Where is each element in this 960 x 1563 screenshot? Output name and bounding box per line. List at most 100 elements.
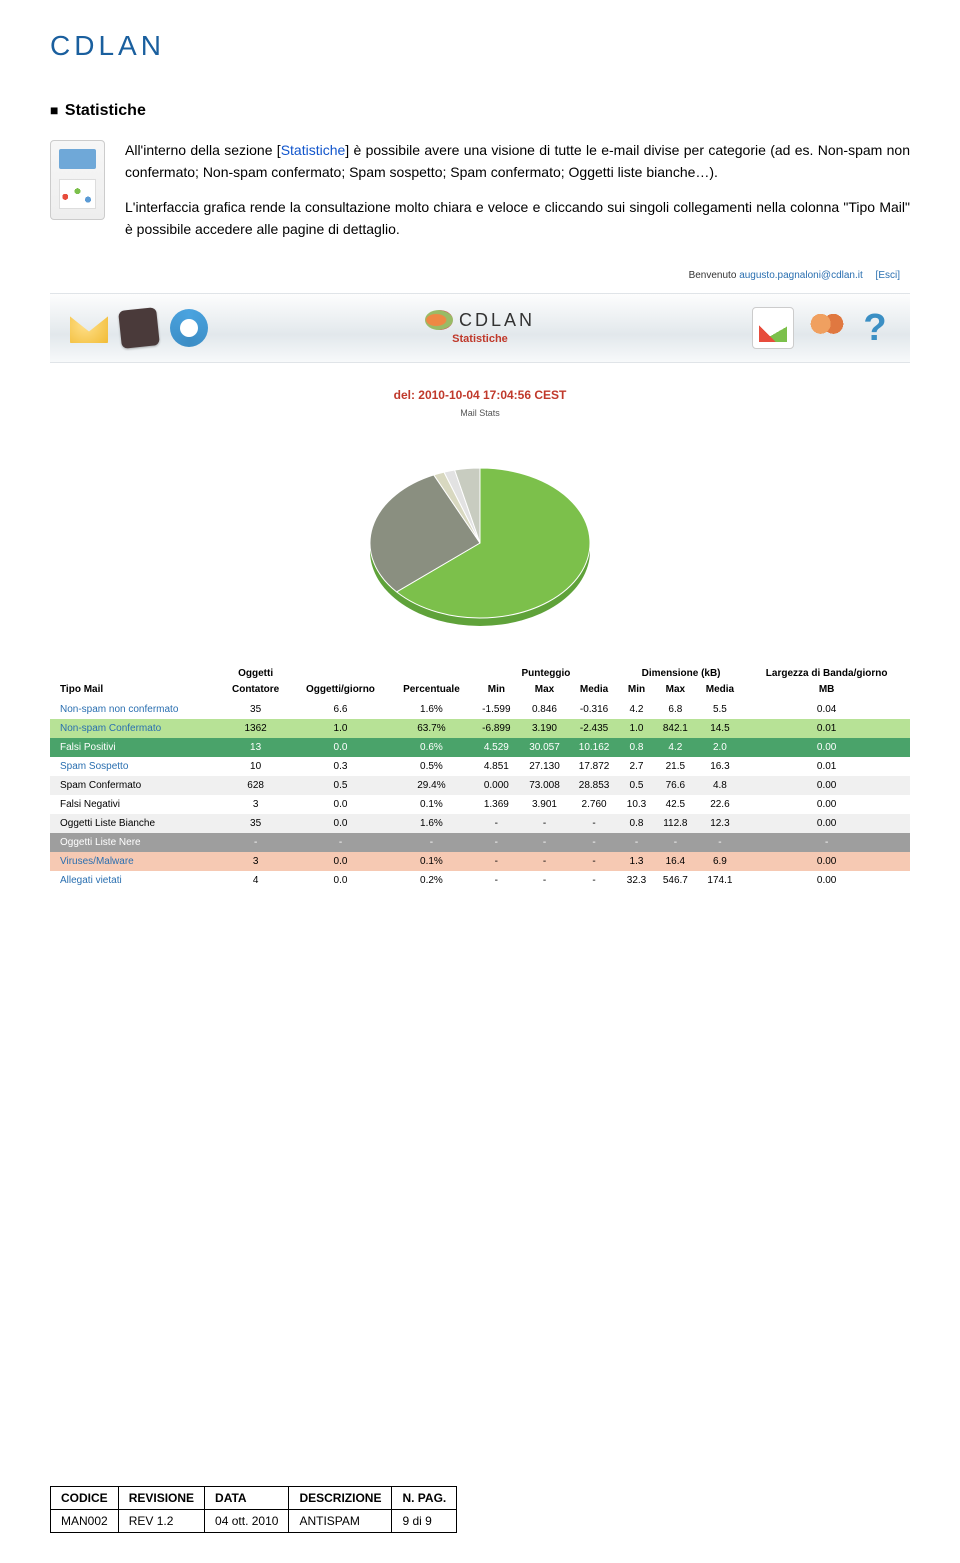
group-header	[50, 663, 220, 679]
column-header: Max	[520, 679, 570, 700]
table-cell: 0.00	[743, 776, 910, 795]
footer-body-row: MAN002REV 1.204 ott. 2010ANTISPAM9 di 9	[51, 1510, 457, 1533]
table-cell: 17.872	[569, 757, 619, 776]
table-cell: -	[654, 833, 696, 852]
table-cell: 3.901	[520, 795, 570, 814]
table-cell: 0.0	[291, 871, 390, 890]
user-email[interactable]: augusto.pagnaloni@cdlan.it	[739, 270, 863, 281]
table-row: Spam Sospetto100.30.5%4.85127.13017.8722…	[50, 757, 910, 776]
intro-text: All'interno della sezione [Statistiche] …	[125, 140, 910, 241]
statistiche-link[interactable]: Statistiche	[281, 142, 346, 158]
table-cell: 0.0	[291, 852, 390, 871]
intro-frag-a: All'interno della sezione [	[125, 142, 281, 158]
footer-header: N. PAG.	[392, 1487, 457, 1510]
table-cell: 30.057	[520, 738, 570, 757]
table-cell: 10.3	[619, 795, 654, 814]
table-cell: -	[569, 814, 619, 833]
table-cell: 16.4	[654, 852, 696, 871]
table-row: Allegati vietati40.00.2%---32.3546.7174.…	[50, 871, 910, 890]
table-cell: 0.00	[743, 738, 910, 757]
table-cell: 6.8	[654, 700, 696, 719]
table-cell: -	[697, 833, 744, 852]
embedded-screenshot: Benvenuto augusto.pagnaloni@cdlan.it [Es…	[50, 266, 910, 890]
table-cell: 63.7%	[390, 719, 473, 738]
table-cell: 4.529	[473, 738, 520, 757]
table-cell: 21.5	[654, 757, 696, 776]
table-cell: 0.00	[743, 852, 910, 871]
mail-icon[interactable]	[70, 309, 108, 347]
group-header: Punteggio	[473, 663, 619, 679]
welcome-label: Benvenuto	[689, 270, 737, 281]
table-cell: 27.130	[520, 757, 570, 776]
table-cell: -	[520, 833, 570, 852]
footer-header: CODICE	[51, 1487, 119, 1510]
table-cell: 628	[220, 776, 291, 795]
table-cell: 174.1	[697, 871, 744, 890]
table-cell: -	[473, 814, 520, 833]
report-date: del: 2010-10-04 17:04:56 CEST	[50, 388, 910, 402]
column-header: Min	[619, 679, 654, 700]
table-cell: 0.3	[291, 757, 390, 776]
column-header: Percentuale	[390, 679, 473, 700]
section-heading: Statistiche	[50, 102, 910, 120]
table-cell: 3.190	[520, 719, 570, 738]
column-header: Contatore	[220, 679, 291, 700]
section-label: Statistiche	[220, 333, 740, 345]
column-header: Media	[569, 679, 619, 700]
intro-p2: L'interfaccia grafica rende la consultaz…	[125, 197, 910, 240]
table-cell[interactable]: Spam Sospetto	[50, 757, 220, 776]
stats-icon[interactable]	[752, 307, 794, 349]
table-cell: 0.6%	[390, 738, 473, 757]
table-cell[interactable]: Viruses/Malware	[50, 852, 220, 871]
table-cell[interactable]: Non-spam non confermato	[50, 700, 220, 719]
table-cell: 35	[220, 814, 291, 833]
table-row: Oggetti Liste Bianche350.01.6%---0.8112.…	[50, 814, 910, 833]
table-cell: 0.8	[619, 814, 654, 833]
column-header: MB	[743, 679, 910, 700]
table-cell: 112.8	[654, 814, 696, 833]
logout-link[interactable]: [Esci]	[876, 270, 900, 281]
table-cell: 0.0	[291, 738, 390, 757]
table-cell: -	[520, 852, 570, 871]
table-cell: 0.5%	[390, 757, 473, 776]
users-icon[interactable]	[806, 307, 848, 349]
table-cell: -	[473, 852, 520, 871]
table-cell: -	[619, 833, 654, 852]
table-cell: 0.01	[743, 757, 910, 776]
footer-cell: REV 1.2	[118, 1510, 204, 1533]
table-row: Oggetti Liste Nere----------	[50, 833, 910, 852]
table-cell: 2.760	[569, 795, 619, 814]
column-header: Min	[473, 679, 520, 700]
table-cell: 1.3	[619, 852, 654, 871]
table-row: Falsi Negativi30.00.1%1.3693.9012.76010.…	[50, 795, 910, 814]
table-cell[interactable]: Allegati vietati	[50, 871, 220, 890]
settings-icon[interactable]	[170, 309, 208, 347]
table-cell: 0.01	[743, 719, 910, 738]
table-cell: 16.3	[697, 757, 744, 776]
table-row: Non-spam Confermato13621.063.7%-6.8993.1…	[50, 719, 910, 738]
table-cell: 4.2	[619, 700, 654, 719]
table-cell: 42.5	[654, 795, 696, 814]
header-row: Tipo MailContatoreOggetti/giornoPercentu…	[50, 679, 910, 700]
table-cell: -	[569, 871, 619, 890]
table-cell: 3	[220, 852, 291, 871]
table-cell: 73.008	[520, 776, 570, 795]
table-cell[interactable]: Non-spam Confermato	[50, 719, 220, 738]
notes-icon[interactable]	[118, 307, 160, 349]
table-cell: 1.0	[619, 719, 654, 738]
footer-cell: 04 ott. 2010	[205, 1510, 289, 1533]
footer-header: DESCRIZIONE	[289, 1487, 392, 1510]
table-cell: 0.0	[291, 814, 390, 833]
table-cell: Falsi Positivi	[50, 738, 220, 757]
help-icon[interactable]: ?	[860, 307, 890, 349]
group-header: Oggetti	[220, 663, 291, 679]
table-cell: -	[390, 833, 473, 852]
group-header: Dimensione (kB)	[619, 663, 743, 679]
table-cell: 0.5	[619, 776, 654, 795]
table-row: Falsi Positivi130.00.6%4.52930.05710.162…	[50, 738, 910, 757]
table-cell: 0.846	[520, 700, 570, 719]
table-cell: 6.9	[697, 852, 744, 871]
table-cell: 0.0	[291, 795, 390, 814]
table-cell: 4.2	[654, 738, 696, 757]
table-cell: Oggetti Liste Bianche	[50, 814, 220, 833]
